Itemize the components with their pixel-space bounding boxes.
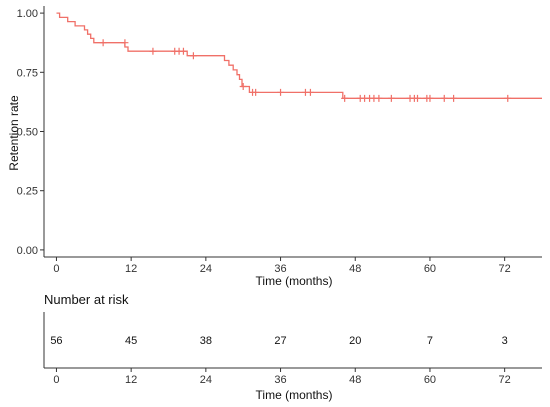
risk-table: Number at risk Time (months) 56 45 38 27 20 7… — [43, 292, 542, 402]
x-tick-label: 48 — [349, 263, 361, 275]
censor-mark — [440, 94, 448, 102]
y-tick-label: 0.75 — [17, 67, 38, 79]
x-tick-label: 72 — [499, 263, 511, 275]
censor-mark — [121, 39, 129, 47]
risk-x-tick-label: 36 — [274, 374, 286, 386]
risk-x-tick-label: 12 — [125, 374, 137, 386]
censor-mark — [414, 94, 421, 102]
y-tick-label: 1.00 — [17, 8, 38, 20]
risk-x-tick-label: 0 — [53, 374, 59, 386]
censor-mark — [149, 47, 157, 55]
y-tick-label: 0.25 — [17, 186, 38, 198]
retention-step-line — [56, 12, 542, 99]
censor-mark — [189, 52, 197, 60]
censor-mark — [426, 94, 434, 102]
y-ticks: 0.00 0.25 0.50 0.75 1.00 — [17, 8, 44, 257]
censor-mark — [277, 88, 285, 96]
survival-plot: Retention rate Time (months) 0.00 0.25 0.5… — [7, 6, 542, 288]
x-tick-label: 12 — [125, 263, 137, 275]
censor-mark — [504, 94, 512, 102]
risk-x-tick-label: 24 — [200, 374, 212, 386]
x-tick-label: 36 — [274, 263, 286, 275]
risk-table-title: Number at risk — [44, 292, 129, 307]
x-tick-label: 0 — [53, 263, 59, 275]
x-tick-label: 24 — [200, 263, 212, 275]
censor-mark — [375, 94, 383, 102]
censor-mark — [179, 47, 187, 55]
y-axis-label: Retention rate — [7, 95, 21, 171]
x-axis-label: Time (months) — [256, 274, 333, 288]
risk-x-tick-label: 72 — [499, 374, 511, 386]
risk-count: 45 — [125, 335, 137, 347]
risk-count: 3 — [502, 335, 508, 347]
censor-mark — [99, 39, 107, 47]
risk-x-tick-label: 60 — [424, 374, 436, 386]
x-ticks: 0 12 24 36 48 60 72 — [53, 257, 511, 275]
censor-mark — [450, 94, 458, 102]
risk-values: 56 45 38 27 20 7 3 — [50, 335, 507, 347]
risk-count: 56 — [50, 335, 62, 347]
censor-mark — [239, 83, 247, 91]
censor-mark — [306, 88, 314, 96]
risk-x-ticks: 0 12 24 36 48 60 72 — [53, 368, 511, 386]
risk-count: 7 — [427, 335, 433, 347]
risk-x-axis-label: Time (months) — [256, 388, 333, 402]
censor-mark — [341, 94, 349, 102]
censor-mark — [252, 88, 260, 96]
x-tick-label: 60 — [424, 263, 436, 275]
survival-curve — [56, 12, 542, 102]
risk-count: 20 — [349, 335, 361, 347]
risk-count: 27 — [274, 335, 286, 347]
y-tick-label: 0.00 — [17, 245, 38, 257]
risk-x-tick-label: 48 — [349, 374, 361, 386]
y-tick-label: 0.50 — [17, 127, 38, 139]
censor-mark — [387, 94, 395, 102]
risk-count: 38 — [200, 335, 212, 347]
